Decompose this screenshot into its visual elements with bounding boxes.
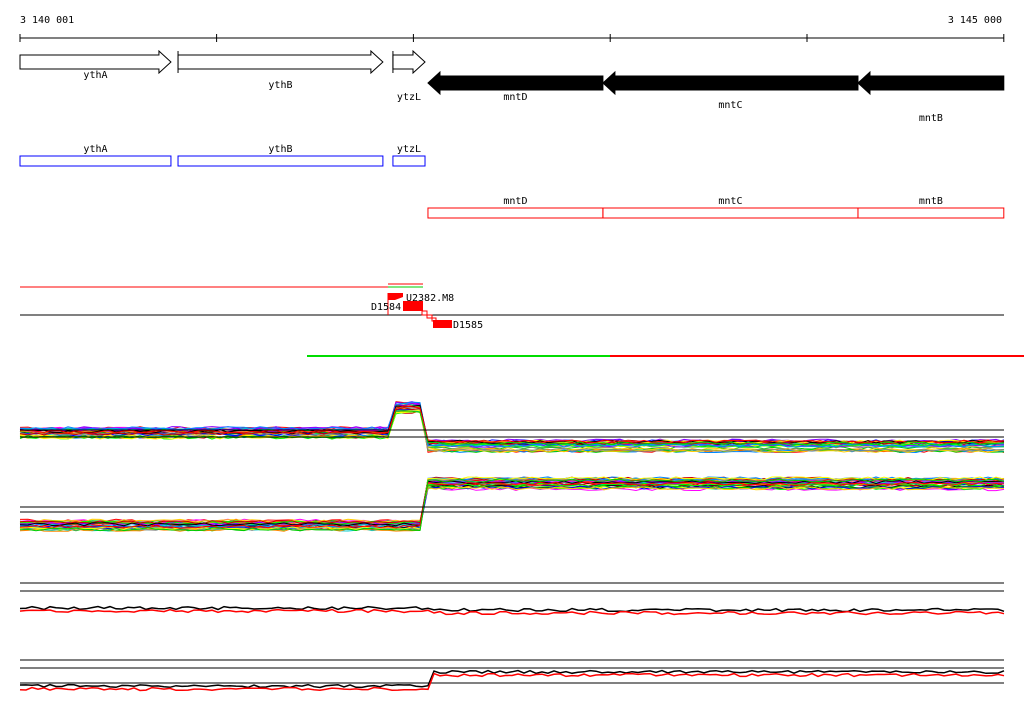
gene-box-label: mntD — [503, 196, 527, 207]
expression-line — [19, 487, 1005, 523]
summary-line — [19, 605, 1005, 613]
expression-tracks — [19, 401, 1005, 692]
ruler-end-label: 3 145 000 — [948, 15, 1002, 26]
gene-box-ythB[interactable] — [177, 155, 384, 167]
gene-arrow-ytzL[interactable] — [392, 49, 426, 75]
plus-strand-box-track: ythA ythB ytzL — [19, 144, 426, 167]
gene-arrow-mntB[interactable] — [857, 70, 1005, 96]
expression-line — [19, 407, 1005, 446]
feature-label-d1585: D1585 — [453, 320, 483, 331]
gene-label-ythA: ythA — [83, 70, 107, 81]
feature-d1585-mark[interactable] — [433, 320, 452, 328]
gene-box-label: ytzL — [397, 144, 421, 155]
feature-label-u2382: U2382.M8 — [406, 293, 454, 304]
expression-line — [20, 482, 1005, 525]
feature-d1584-mark[interactable] — [388, 293, 403, 300]
expression-line — [19, 404, 1005, 444]
feature-track: D1584 U2382.M8 D1585 — [20, 283, 1004, 331]
gene-label-mntC: mntC — [718, 100, 742, 111]
gene-arrow-track: ythA ythB ytzL mntD mntC mntB — [19, 49, 1005, 124]
summary-line — [19, 608, 1005, 616]
expression-line — [19, 410, 1005, 444]
gene-label-ythB: ythB — [268, 80, 292, 91]
feature-label-d1584: D1584 — [371, 302, 401, 313]
gene-box-ytzL[interactable] — [392, 155, 426, 167]
summary-line — [19, 672, 1005, 692]
gene-box-label: mntB — [919, 196, 943, 207]
coordinate-ruler: 3 140 001 3 145 000 — [19, 15, 1005, 42]
gene-label-mntB: mntB — [919, 113, 943, 124]
expression-line — [19, 486, 1005, 523]
gene-arrow-ythA[interactable] — [19, 49, 172, 75]
summary-line — [19, 669, 1005, 689]
expression-line — [19, 401, 1005, 448]
gene-label-mntD: mntD — [503, 92, 527, 103]
gene-label-ytzL: ytzL — [397, 92, 421, 103]
ruler-start-label: 3 140 001 — [20, 15, 74, 26]
gene-box-mntC[interactable] — [602, 207, 859, 219]
expression-line — [19, 486, 1005, 526]
gene-arrow-mntC[interactable] — [602, 70, 859, 96]
expression-line — [19, 480, 1005, 527]
expression-line — [19, 478, 1005, 532]
minus-strand-box-track: mntD mntC mntB — [427, 196, 1005, 219]
gene-arrow-mntD[interactable] — [427, 70, 604, 96]
gene-arrow-ythB[interactable] — [177, 49, 384, 75]
expression-line — [19, 484, 1005, 525]
gene-box-label: mntC — [718, 196, 742, 207]
gene-box-ythA[interactable] — [19, 155, 172, 167]
gene-box-mntB[interactable] — [857, 207, 1005, 219]
feature-u2382-mark[interactable] — [403, 301, 423, 311]
gene-box-label: ythA — [83, 144, 107, 155]
expression-line — [19, 481, 1005, 529]
gene-box-mntD[interactable] — [427, 207, 604, 219]
gene-box-label: ythB — [268, 144, 292, 155]
